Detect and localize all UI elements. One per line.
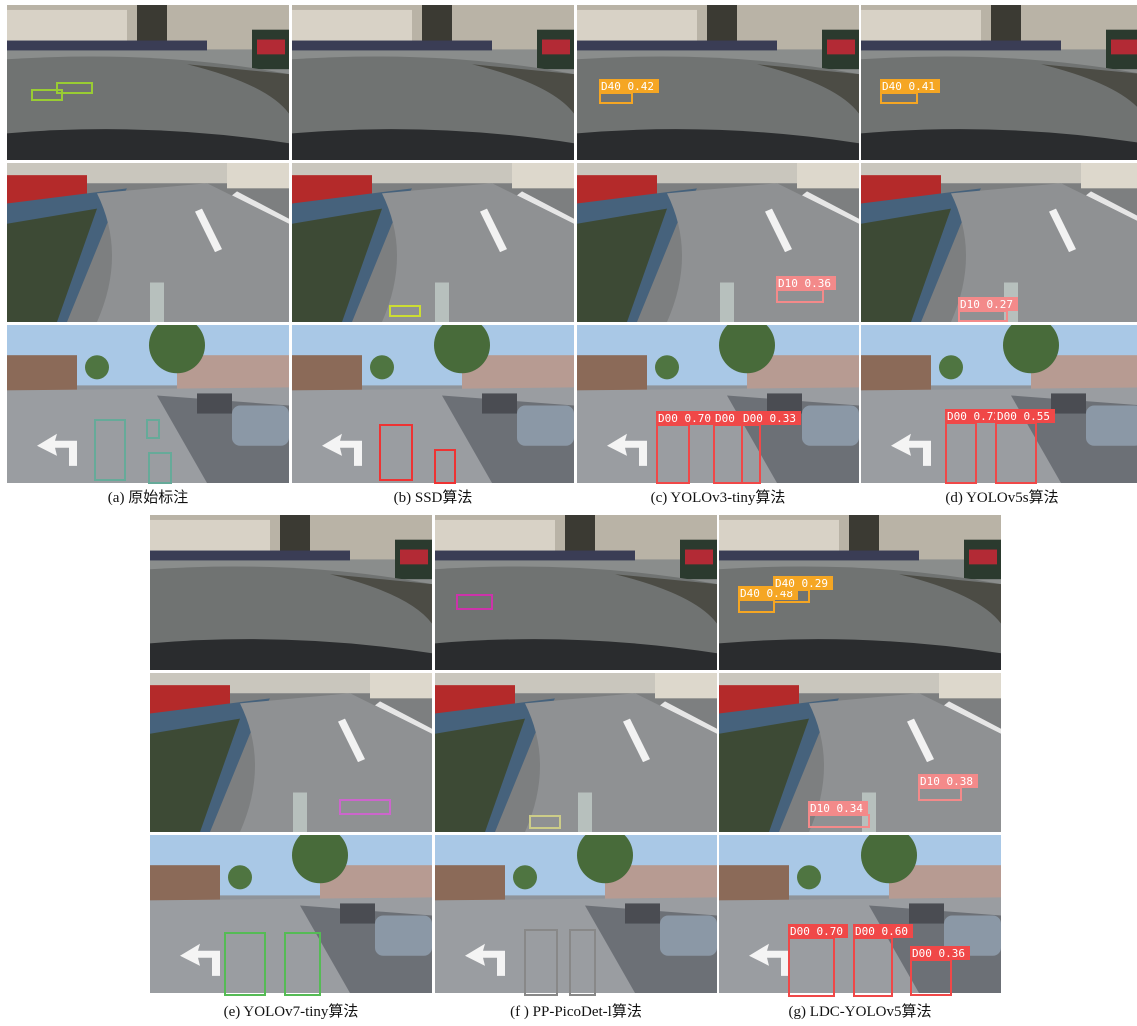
detection-box [56, 82, 93, 94]
label-bg [741, 411, 801, 425]
detection-box [389, 305, 421, 317]
detection-box [524, 929, 558, 996]
photo [150, 515, 432, 670]
label-bg [945, 409, 1005, 423]
photo [719, 835, 1001, 993]
detection-label: D10 0.38 [920, 775, 973, 788]
caption: (b) SSD算法 [394, 488, 473, 506]
detection-label: D40 0.29 [775, 577, 828, 590]
detection-label: D00 0.55 [997, 410, 1050, 423]
photo [7, 163, 289, 322]
detection-label: D00 0.33 [743, 412, 796, 425]
caption: (g) LDC-YOLOv5算法 [789, 1002, 932, 1020]
photo [292, 5, 574, 160]
detection-label: D00 0.72 [947, 410, 1000, 423]
photo [861, 325, 1137, 483]
detection-box [379, 424, 413, 481]
photo [292, 163, 574, 322]
detection-box [94, 419, 126, 481]
detection-box [284, 932, 321, 996]
label-bg [853, 924, 913, 938]
detection-box [148, 452, 172, 484]
detection-label: D00 0.60 [855, 925, 908, 938]
detection-label: D10 0.34 [810, 802, 863, 815]
detection-box [31, 89, 63, 101]
detection-box [456, 594, 493, 610]
label-bg [910, 946, 970, 960]
label-bg [808, 801, 868, 815]
photo [577, 325, 859, 483]
detection-box [529, 815, 561, 829]
label-bg [656, 411, 716, 425]
detection-box [434, 449, 456, 484]
photo [435, 515, 717, 670]
detection-box [569, 929, 596, 996]
photo [577, 163, 859, 322]
label-bg [880, 79, 940, 93]
caption: (e) YOLOv7-tiny算法 [224, 1002, 359, 1020]
detection-box [224, 932, 266, 996]
photo [7, 5, 289, 160]
caption: (f ) PP-PicoDet-l算法 [510, 1002, 642, 1020]
detection-box [146, 419, 160, 439]
detection-label: D40 0.41 [882, 80, 935, 93]
label-bg [918, 774, 978, 788]
caption: (c) YOLOv3-tiny算法 [651, 488, 786, 506]
caption: (a) 原始标注 [108, 489, 188, 506]
label-bg [958, 297, 1018, 311]
label-bg [773, 576, 833, 590]
detection-label: D00 0.70 [790, 925, 843, 938]
label-bg [788, 924, 848, 938]
detection-label: D10 0.27 [960, 298, 1013, 311]
detection-label: D00 0.70 [658, 412, 711, 425]
label-bg [995, 409, 1055, 423]
photo [150, 835, 432, 993]
caption: (d) YOLOv5s算法 [945, 488, 1058, 506]
detection-label: D00 0.36 [912, 947, 965, 960]
label-bg [599, 79, 659, 93]
photo [435, 835, 717, 993]
detection-label: D40 0.42 [601, 80, 654, 93]
photo [435, 673, 717, 832]
photo [292, 325, 574, 483]
detection-label: D10 0.36 [778, 277, 831, 290]
detection-box [339, 799, 391, 815]
label-bg [776, 276, 836, 290]
